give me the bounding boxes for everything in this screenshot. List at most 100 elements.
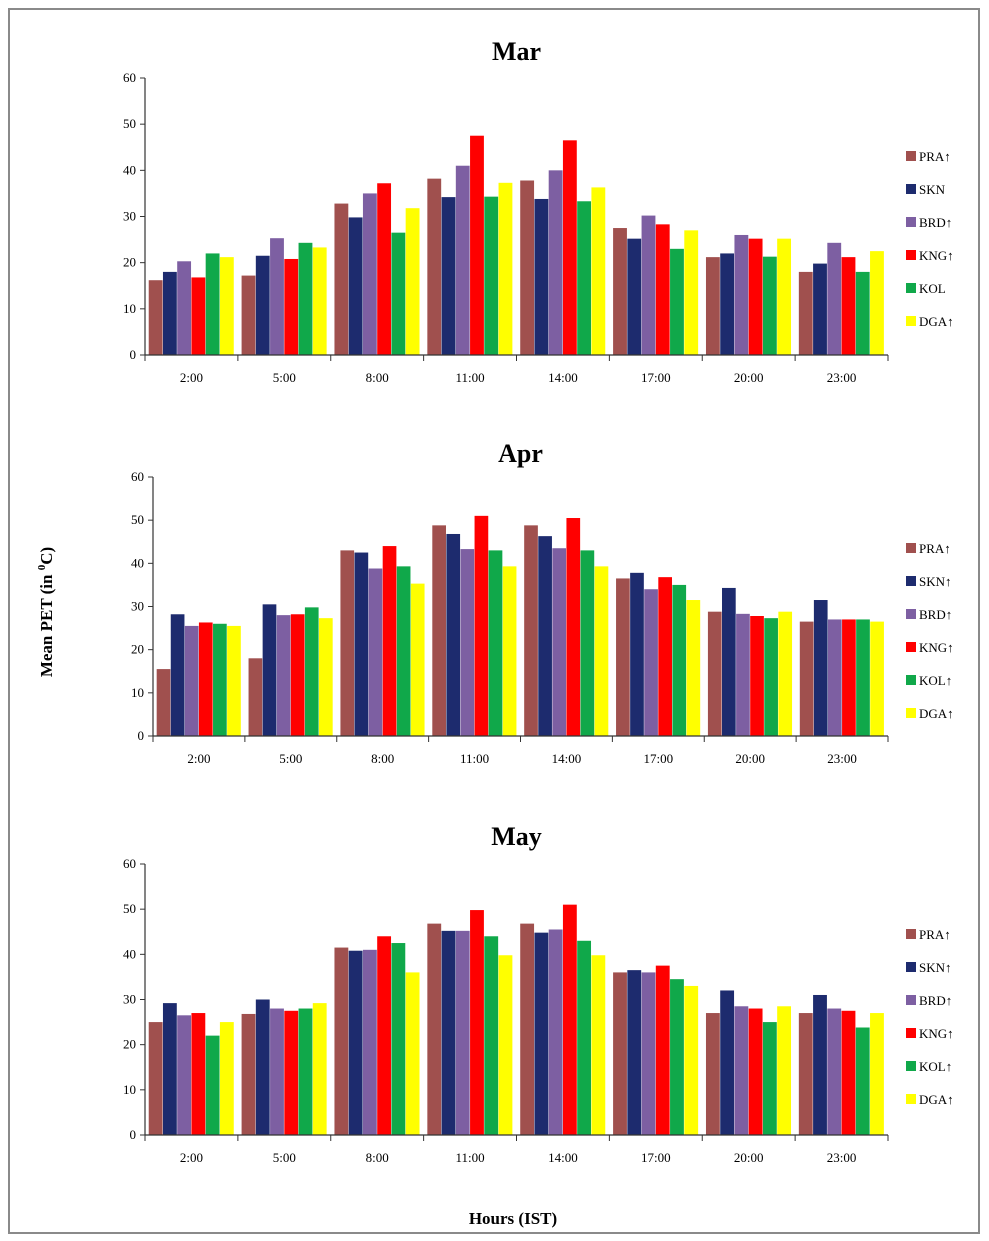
bar-pra-1400 [524,525,538,736]
bar-pra-200 [148,1022,163,1135]
bar-dga-1400 [591,955,606,1135]
legend-swatch-kng [906,1028,916,1038]
bar-kng-500 [290,614,305,736]
bar-dga-2300 [870,251,884,356]
bar-kol-800 [391,232,406,355]
bar-pra-1700 [613,228,627,355]
bar-brd-500 [270,238,284,355]
bar-dga-1700 [684,230,699,355]
bar-kng-200 [191,1013,206,1135]
bar-kol-1700 [672,584,687,736]
bar-kol-1400 [577,201,592,355]
y-tick-label: 30 [131,599,144,614]
bar-skn-200 [162,271,177,355]
bar-pra-800 [334,203,349,355]
bar-dga-1400 [594,566,609,736]
x-tick-label: 2:00 [187,751,210,766]
legend-label-kol: KOL [919,281,946,296]
bar-kng-2300 [842,619,856,736]
bar-kng-1100 [470,910,484,1135]
legend-swatch-dga [906,316,916,326]
bar-dga-1400 [591,187,606,355]
x-tick-label: 17:00 [641,370,671,385]
x-tick-label: 11:00 [460,751,489,766]
bar-dga-2300 [870,621,884,736]
legend-swatch-pra [906,543,916,553]
bar-pra-2300 [798,1013,813,1135]
bar-brd-1400 [548,170,563,355]
legend-swatch-kol [906,1061,916,1071]
legend-label-pra: PRA↑ [919,541,951,556]
bar-kol-2000 [764,618,778,736]
bar-dga-1700 [686,600,701,736]
x-tick-label: 23:00 [827,370,857,385]
bar-kol-1100 [488,550,503,736]
legend-swatch-skn [906,962,916,972]
bar-skn-200 [170,614,185,736]
y-tick-label: 30 [123,992,136,1007]
bar-kol-1700 [670,979,684,1135]
chart-title: Apr [498,439,543,468]
bar-kng-1400 [562,140,577,355]
bar-kng-2000 [750,616,764,736]
bar-skn-1400 [538,536,552,736]
x-tick-label: 5:00 [273,370,296,385]
x-tick-label: 8:00 [366,370,389,385]
bar-skn-2000 [720,253,735,355]
bar-kng-200 [198,622,213,736]
y-tick-label: 50 [131,512,144,527]
bar-dga-1100 [498,182,513,355]
bar-skn-800 [354,552,369,736]
bar-brd-800 [362,949,377,1135]
bar-dga-500 [312,247,327,355]
bar-kol-200 [205,1035,220,1135]
bar-pra-1700 [616,578,630,736]
bar-brd-1100 [455,165,470,355]
bar-pra-200 [156,669,171,736]
x-tick-label: 11:00 [455,370,484,385]
bar-brd-1700 [641,972,656,1135]
x-tick-label: 23:00 [827,1150,857,1165]
legend-label-kol: KOL↑ [919,673,952,688]
bar-kng-800 [377,183,392,355]
bar-brd-800 [368,568,383,736]
x-tick-label: 11:00 [455,1150,484,1165]
bar-kng-1400 [562,904,577,1135]
bar-brd-2000 [736,613,750,736]
bar-kol-500 [298,1008,313,1135]
bar-skn-2000 [722,587,736,736]
bar-kng-1700 [655,965,670,1136]
bar-pra-2300 [799,621,814,736]
bar-kng-1700 [658,577,672,736]
bar-brd-1100 [455,930,470,1135]
bar-brd-2000 [734,1006,749,1135]
bar-skn-2300 [813,263,827,355]
y-tick-label: 40 [123,162,136,177]
x-tick-label: 14:00 [552,751,582,766]
legend-swatch-kol [906,283,916,293]
legend-label-dga: DGA↑ [919,706,954,721]
y-axis-label-tail: C) [37,547,56,565]
y-tick-label: 0 [130,347,137,362]
bar-kng-800 [382,546,397,736]
bar-kol-2000 [762,256,777,355]
bar-brd-200 [184,625,199,736]
bar-kng-1400 [566,518,581,736]
bar-dga-200 [219,257,234,355]
legend-swatch-brd [906,995,916,1005]
y-tick-label: 10 [123,1082,136,1097]
bar-brd-200 [177,1015,192,1135]
y-axis-label-sup: 0 [36,564,48,570]
bar-dga-500 [318,618,333,736]
legend-swatch-dga [906,1094,916,1104]
bar-kol-2300 [855,1027,870,1135]
x-tick-label: 17:00 [641,1150,671,1165]
legend-label-dga: DGA↑ [919,1092,954,1107]
x-tick-label: 14:00 [548,1150,578,1165]
bar-dga-1700 [684,985,699,1135]
bar-brd-500 [276,615,291,736]
bar-dga-2300 [870,1013,884,1135]
bar-kol-2000 [762,1022,777,1135]
x-tick-label: 20:00 [734,370,764,385]
